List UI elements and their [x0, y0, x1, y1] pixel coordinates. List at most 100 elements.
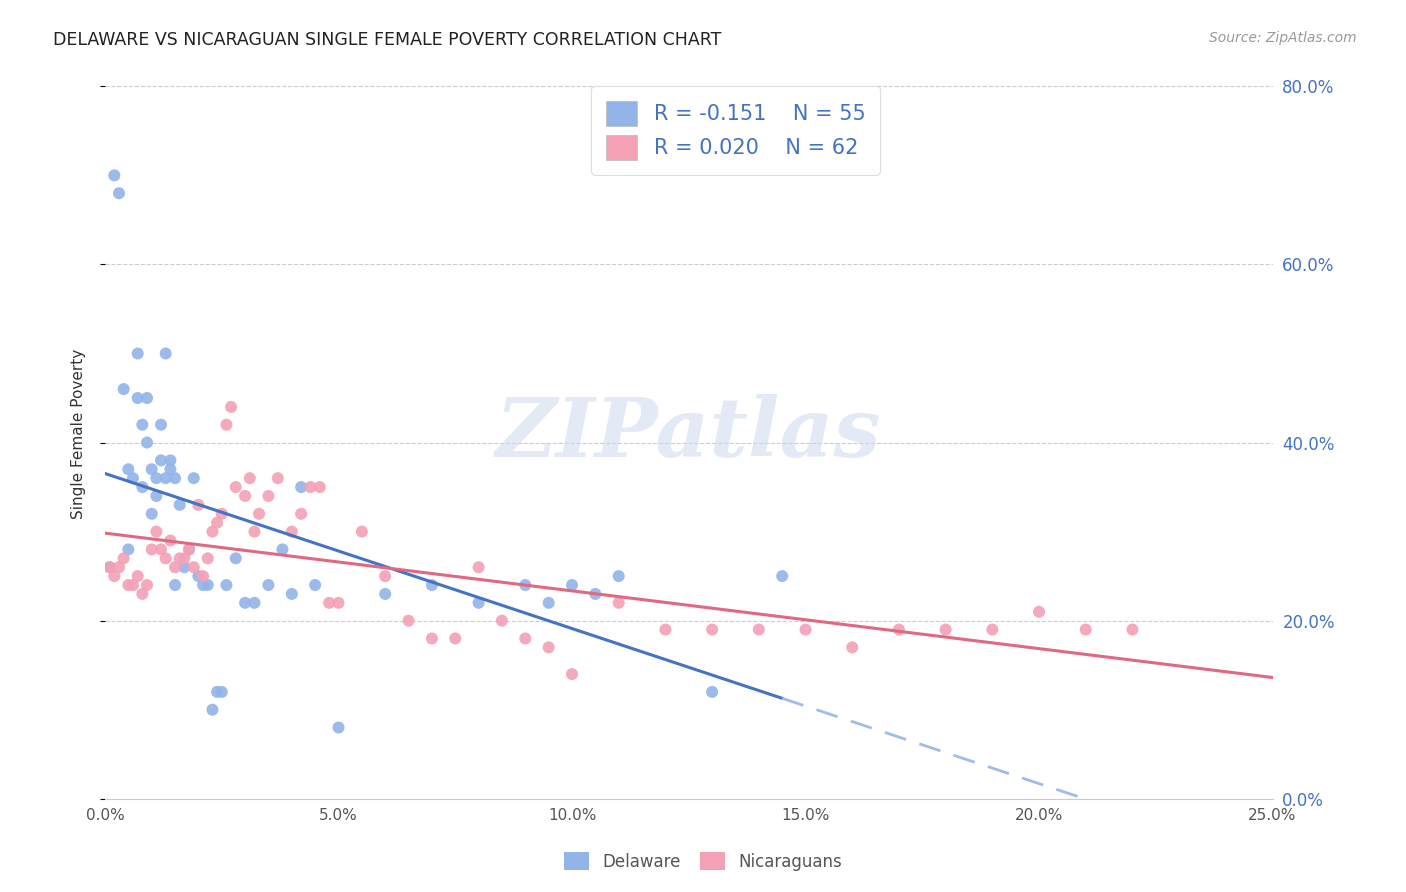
Point	[748, 623, 770, 637]
Point	[267, 471, 290, 485]
Point	[163, 560, 186, 574]
Point	[103, 169, 125, 183]
Point	[145, 489, 167, 503]
Point	[1074, 623, 1097, 637]
Point	[225, 480, 247, 494]
Point	[290, 480, 312, 494]
Point	[197, 578, 219, 592]
Point	[197, 551, 219, 566]
Point	[122, 578, 145, 592]
Point	[173, 551, 195, 566]
Point	[187, 569, 209, 583]
Point	[145, 471, 167, 485]
Point	[243, 524, 266, 539]
Point	[177, 542, 200, 557]
Point	[169, 498, 191, 512]
Point	[205, 516, 228, 530]
Point	[112, 382, 135, 396]
Point	[561, 667, 583, 681]
Point	[537, 640, 560, 655]
Point	[98, 560, 121, 574]
Point	[141, 507, 163, 521]
Point	[841, 640, 863, 655]
Point	[136, 435, 159, 450]
Point	[155, 551, 177, 566]
Point	[444, 632, 467, 646]
Point	[169, 551, 191, 566]
Point	[308, 480, 330, 494]
Text: ZIPatlas: ZIPatlas	[496, 393, 882, 474]
Point	[141, 462, 163, 476]
Point	[163, 578, 186, 592]
Point	[136, 391, 159, 405]
Point	[935, 623, 957, 637]
Point	[191, 578, 214, 592]
Point	[159, 533, 181, 548]
Point	[700, 685, 723, 699]
Point	[155, 471, 177, 485]
Text: Source: ZipAtlas.com: Source: ZipAtlas.com	[1209, 31, 1357, 45]
Point	[150, 453, 173, 467]
Point	[420, 632, 443, 646]
Point	[299, 480, 322, 494]
Point	[257, 578, 280, 592]
Point	[183, 471, 205, 485]
Legend: R = -0.151    N = 55, R = 0.020    N = 62: R = -0.151 N = 55, R = 0.020 N = 62	[591, 87, 880, 175]
Point	[131, 587, 153, 601]
Point	[271, 542, 294, 557]
Point	[205, 685, 228, 699]
Point	[247, 507, 270, 521]
Point	[328, 596, 350, 610]
Point	[117, 542, 139, 557]
Point	[131, 417, 153, 432]
Point	[281, 524, 304, 539]
Point	[420, 578, 443, 592]
Point	[537, 596, 560, 610]
Point	[145, 524, 167, 539]
Point	[239, 471, 262, 485]
Point	[201, 524, 224, 539]
Text: DELAWARE VS NICARAGUAN SINGLE FEMALE POVERTY CORRELATION CHART: DELAWARE VS NICARAGUAN SINGLE FEMALE POV…	[53, 31, 721, 49]
Point	[515, 578, 537, 592]
Point	[136, 578, 159, 592]
Point	[794, 623, 817, 637]
Point	[183, 560, 205, 574]
Point	[290, 507, 312, 521]
Point	[700, 623, 723, 637]
Point	[981, 623, 1004, 637]
Point	[233, 489, 256, 503]
Point	[654, 623, 676, 637]
Point	[1121, 623, 1143, 637]
Point	[108, 560, 131, 574]
Point	[127, 569, 149, 583]
Point	[398, 614, 420, 628]
Point	[215, 578, 238, 592]
Point	[103, 569, 125, 583]
Point	[515, 632, 537, 646]
Point	[159, 453, 181, 467]
Point	[607, 569, 630, 583]
Point	[117, 578, 139, 592]
Point	[225, 551, 247, 566]
Point	[122, 471, 145, 485]
Point	[770, 569, 793, 583]
Point	[318, 596, 340, 610]
Y-axis label: Single Female Poverty: Single Female Poverty	[72, 349, 86, 519]
Point	[350, 524, 373, 539]
Point	[215, 417, 238, 432]
Point	[112, 551, 135, 566]
Point	[141, 542, 163, 557]
Point	[131, 480, 153, 494]
Point	[163, 471, 186, 485]
Point	[304, 578, 326, 592]
Point	[155, 346, 177, 360]
Point	[1028, 605, 1050, 619]
Point	[177, 542, 200, 557]
Point	[117, 462, 139, 476]
Point	[257, 489, 280, 503]
Point	[98, 560, 121, 574]
Point	[159, 462, 181, 476]
Point	[108, 186, 131, 201]
Point	[127, 391, 149, 405]
Point	[887, 623, 910, 637]
